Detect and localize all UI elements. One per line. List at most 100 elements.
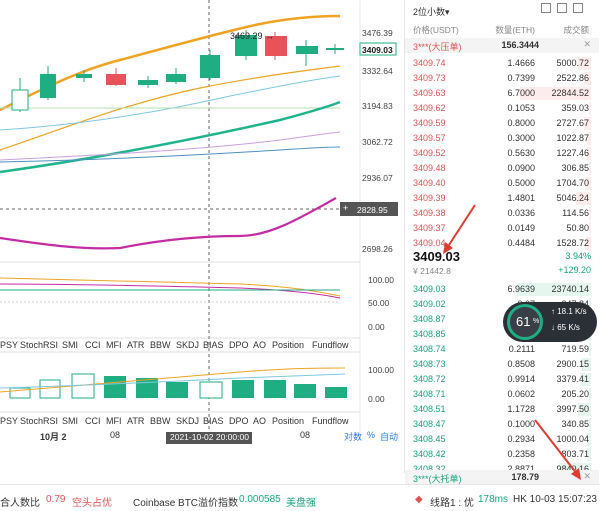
tab-atr[interactable]: ATR: [127, 340, 145, 350]
tab-smi[interactable]: SMI: [62, 416, 79, 426]
ask-row[interactable]: 3409.57 0.3000 1022.87: [405, 131, 595, 146]
price-label: 3194.83: [362, 101, 393, 111]
price-change-pct: 3.94%: [565, 251, 591, 261]
ask-row[interactable]: 3409.74 1.4666 5000.72: [405, 56, 595, 71]
tab-bbw[interactable]: BBW: [150, 416, 171, 426]
bid-row[interactable]: 3408.45 0.2934 1000.04: [405, 432, 595, 447]
layout-both-icon[interactable]: [541, 3, 551, 13]
depth-bar: [587, 132, 591, 145]
percent-scale-button[interactable]: %: [367, 430, 376, 440]
ma-teal-line: [0, 100, 341, 174]
ask-row[interactable]: 3409.63 6.7000 22844.52: [405, 86, 595, 101]
ask-row[interactable]: 3409.48 0.0900 306.85: [405, 161, 595, 176]
tab-dpo[interactable]: DPO: [229, 416, 249, 426]
tab-fundflow[interactable]: Fundflow: [312, 416, 349, 426]
depth-bar: [589, 207, 591, 220]
ma-orange-line: [0, 14, 341, 112]
log-scale-button[interactable]: 对数: [344, 432, 363, 442]
order-total: 359.03: [561, 103, 589, 113]
tab-ao[interactable]: AO: [253, 416, 267, 426]
close-icon[interactable]: ✕: [583, 471, 591, 481]
ask-row[interactable]: 3409.37 0.0149 50.80: [405, 221, 595, 236]
order-price: 3408.85: [413, 329, 446, 339]
bid-row[interactable]: 3408.74 0.2111 719.59: [405, 342, 595, 357]
price-label: 3062.72: [362, 137, 393, 147]
order-total: 306.85: [561, 163, 589, 173]
depth-bar: [578, 403, 591, 416]
layout-bids-icon[interactable]: [573, 3, 583, 13]
ask-row[interactable]: 3409.62 0.1053 359.03: [405, 101, 595, 116]
tab-skdj[interactable]: SKDJ: [176, 340, 200, 350]
tab-position[interactable]: Position: [272, 340, 305, 350]
mid-price-block: 3409.03 ¥ 21442.8 3.94% +129.20: [405, 246, 599, 282]
bid-row[interactable]: 3408.42 0.2358 803.71: [405, 447, 595, 462]
tab-ao[interactable]: AO: [253, 340, 267, 350]
price-label: 2698.26: [362, 244, 393, 254]
order-qty: 0.2934: [507, 434, 535, 444]
order-qty: 0.4484: [507, 238, 535, 248]
depth-bar: [589, 418, 591, 431]
kline-chart[interactable]: 3476.39 3409.03 3332.64 3194.83 3062.72 …: [0, 0, 400, 460]
tab-mfi[interactable]: MFI: [106, 340, 122, 350]
order-qty: 0.8508: [507, 359, 535, 369]
volume-bar: [325, 387, 347, 398]
large-ask-qty: 156.3444: [501, 40, 539, 50]
order-qty: 1.4666: [507, 58, 535, 68]
tab-cci[interactable]: CCI: [85, 416, 101, 426]
volume-ma2-line: [0, 373, 346, 389]
order-total: 719.59: [561, 344, 589, 354]
ask-row[interactable]: 3409.73 0.7399 2522.86: [405, 71, 595, 86]
tab-mfi[interactable]: MFI: [106, 416, 122, 426]
ask-row[interactable]: 3409.38 0.0336 114.56: [405, 206, 595, 221]
mid-price-cny: ¥ 21442.8: [413, 266, 451, 276]
order-price: 3408.42: [413, 449, 446, 459]
tab-position[interactable]: Position: [272, 416, 305, 426]
crosshair-plus-icon[interactable]: +: [343, 203, 349, 213]
order-price: 3408.32: [413, 464, 446, 474]
bid-row[interactable]: 3408.51 1.1728 3997.50: [405, 402, 595, 417]
precision-select[interactable]: 2位小数▾: [413, 7, 450, 17]
tab-skdj[interactable]: SKDJ: [176, 416, 200, 426]
bid-row[interactable]: 3409.03 6.9639 23740.14: [405, 282, 595, 297]
long-short-label: 合人数比: [0, 498, 40, 509]
tab-bbw[interactable]: BBW: [150, 340, 171, 350]
depth-bar: [584, 72, 591, 85]
tab-dpo[interactable]: DPO: [229, 340, 249, 350]
ma-orange-thin-line: [0, 65, 341, 151]
candle: [138, 80, 158, 85]
ask-row[interactable]: 3409.40 0.5000 1704.70: [405, 176, 595, 191]
large-ask-row[interactable]: 3***(大压单) 156.3444 ✕: [405, 38, 599, 53]
tab-smi[interactable]: SMI: [62, 340, 79, 350]
order-total: 340.85: [561, 419, 589, 429]
close-icon[interactable]: ✕: [583, 39, 591, 49]
tab-psy[interactable]: PSY: [0, 340, 19, 350]
speed-gauge-icon: [507, 304, 543, 340]
volume-bar: [294, 384, 316, 398]
ask-row[interactable]: 3409.04 0.4484 1528.72: [405, 236, 595, 251]
tab-cci[interactable]: CCI: [85, 340, 101, 350]
volume-bar: [264, 380, 286, 398]
layout-asks-icon[interactable]: [557, 3, 567, 13]
tab-fundflow[interactable]: Fundflow: [312, 340, 349, 350]
bid-row[interactable]: 3408.71 0.0602 205.20: [405, 387, 595, 402]
network-speed-widget[interactable]: 61 % ↑ 18.1 K/s ↓ 65 K/s: [503, 302, 597, 342]
line-label[interactable]: 线路1 : 优: [430, 498, 474, 509]
order-price: 3409.52: [413, 148, 446, 158]
candle: [326, 48, 344, 50]
tab-psy[interactable]: PSY: [0, 416, 19, 426]
order-price: 3408.45: [413, 434, 446, 444]
tab-stochrsi[interactable]: StochRSI: [20, 340, 59, 350]
order-qty: 6.7000: [507, 88, 535, 98]
bid-row[interactable]: 3408.73 0.8508 2900.15: [405, 357, 595, 372]
ask-row[interactable]: 3409.52 0.5630 1227.46: [405, 146, 595, 161]
tab-atr[interactable]: ATR: [127, 416, 145, 426]
tab-bias[interactable]: BIAS: [203, 340, 224, 350]
bid-row[interactable]: 3408.72 0.9914 3379.41: [405, 372, 595, 387]
ask-row[interactable]: 3409.59 0.8000 2727.67: [405, 116, 595, 131]
tab-stochrsi[interactable]: StochRSI: [20, 416, 59, 426]
tab-bias[interactable]: BIAS: [203, 416, 224, 426]
bid-row[interactable]: 3408.47 0.1000 340.85: [405, 417, 595, 432]
x-label: 08: [110, 430, 121, 440]
auto-scale-button[interactable]: 自动: [380, 432, 399, 442]
ask-row[interactable]: 3409.39 1.4801 5046.24: [405, 191, 595, 206]
